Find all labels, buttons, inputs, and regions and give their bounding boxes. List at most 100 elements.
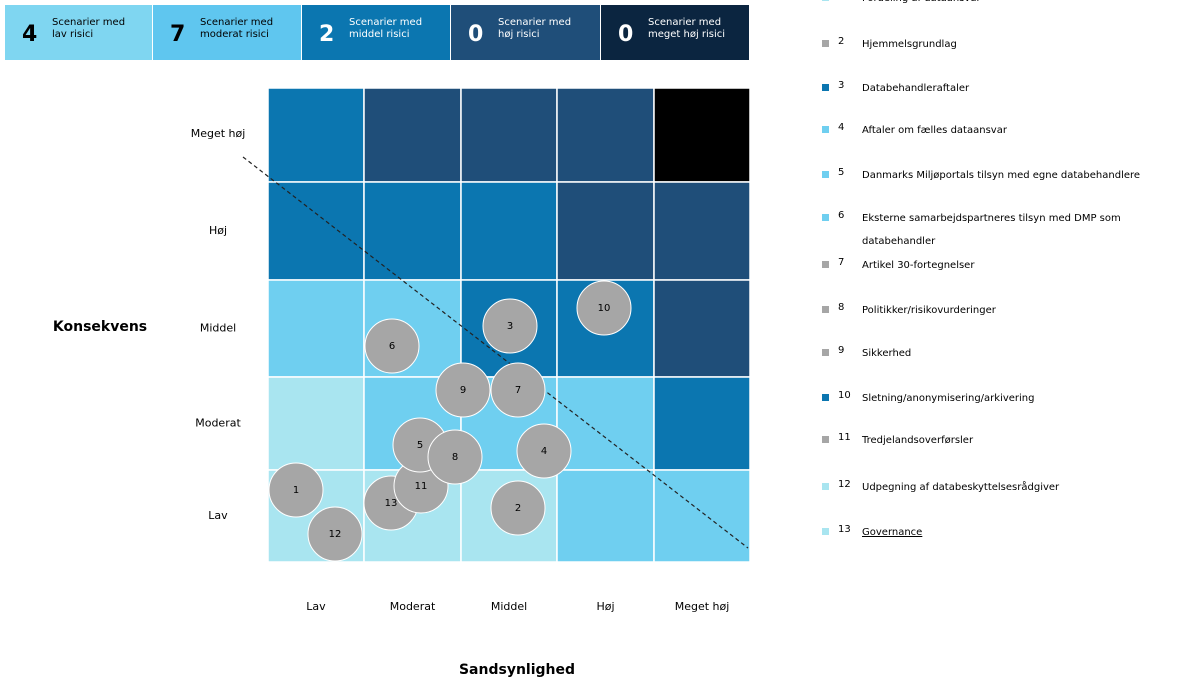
summary-count: 4 (22, 22, 37, 47)
matrix-cell (556, 87, 655, 183)
legend-text: Sletning/anonymisering/arkivering (862, 393, 1035, 404)
summary-box (451, 5, 600, 60)
bubble-label: 1 (293, 485, 299, 496)
matrix-cell (267, 87, 365, 183)
legend-text: Sikkerhed (862, 348, 911, 359)
risk-bubble (268, 462, 324, 518)
risk-bubble (516, 423, 572, 479)
row-label: Høj (209, 224, 227, 237)
legend-swatch (822, 40, 829, 47)
summary-label: Scenarier med (498, 17, 571, 28)
bubble-label: 7 (515, 385, 521, 396)
risk-bubble (576, 280, 632, 336)
row-label: Lav (208, 509, 228, 522)
matrix-cell (460, 181, 558, 281)
matrix-cell (556, 376, 655, 471)
legend-swatch (822, 214, 829, 221)
legend-swatch (822, 483, 829, 490)
legend-number: 9 (838, 345, 844, 356)
summary-label: middel risici (349, 29, 409, 40)
summary-box (302, 5, 450, 60)
legend-swatch (822, 306, 829, 313)
risk-bubble (490, 362, 546, 418)
legend-number: 4 (838, 122, 844, 133)
legend-swatch (822, 436, 829, 443)
legend-text: Databehandleraftaler (862, 83, 970, 94)
legend-swatch (822, 349, 829, 356)
summary-label: høj risici (498, 29, 540, 40)
bubble-label: 13 (385, 498, 398, 509)
summary-label: Scenarier med (200, 17, 273, 28)
legend-swatch (822, 171, 829, 178)
column-label: Moderat (390, 600, 436, 613)
bubble-label: 6 (389, 341, 395, 352)
matrix-cell (653, 181, 751, 281)
bubble-label: 8 (452, 452, 458, 463)
summary-count: 0 (618, 22, 633, 47)
legend-text: Aftaler om fælles dataansvar (862, 125, 1008, 136)
legend-number: 7 (838, 257, 844, 268)
legend-swatch (822, 261, 829, 268)
summary-label: Scenarier med (52, 17, 125, 28)
threshold-line (242, 156, 749, 549)
matrix-cell (460, 87, 558, 183)
matrix-cell (363, 181, 462, 281)
bubble-label: 10 (598, 303, 611, 314)
bubble-label: 3 (507, 321, 513, 332)
column-label: Høj (596, 600, 614, 613)
legend-text: Governance (862, 527, 922, 538)
risk-bubble (435, 362, 491, 418)
legend-number: 3 (838, 80, 844, 91)
matrix-cell (556, 469, 655, 563)
summary-count: 2 (319, 22, 334, 47)
bubble-label: 11 (415, 481, 428, 492)
legend-number: 5 (838, 167, 844, 178)
legend-number: 1 (838, 0, 844, 1)
risk-bubble (482, 298, 538, 354)
column-label: Middel (491, 600, 527, 613)
summary-label: Scenarier med (349, 17, 422, 28)
summary-label: Scenarier med (648, 17, 721, 28)
bubble-label: 9 (460, 385, 466, 396)
summary-box (601, 5, 749, 60)
matrix-cell (653, 469, 751, 563)
x-title: Sandsynlighed (459, 662, 575, 678)
legend-number: 8 (838, 302, 844, 313)
summary-count: 0 (468, 22, 483, 47)
legend-swatch (822, 394, 829, 401)
matrix-cell (653, 376, 751, 471)
legend-number: 10 (838, 390, 851, 401)
matrix-cell (653, 279, 751, 378)
column-label: Meget høj (675, 600, 730, 613)
legend-swatch (822, 84, 829, 91)
legend-text: Fordeling af dataansvar (862, 0, 981, 4)
legend-swatch (822, 0, 829, 1)
risk-bubble (490, 480, 546, 536)
legend-text: Udpegning af databeskyttelsesrådgiver (862, 480, 1060, 493)
legend-number: 13 (838, 524, 851, 535)
bubble-label: 2 (515, 503, 521, 514)
y-title: Konsekvens (53, 319, 147, 335)
matrix-cell (363, 87, 462, 183)
legend-number: 11 (838, 432, 851, 443)
matrix-cell (556, 181, 655, 281)
legend-number: 2 (838, 36, 844, 47)
legend-number: 6 (838, 210, 844, 221)
legend-text: Tredjelandsoverførsler (861, 435, 974, 446)
legend-swatch (822, 126, 829, 133)
bubble-label: 4 (541, 446, 547, 457)
matrix-cell (653, 87, 751, 183)
legend-text: Artikel 30-fortegnelser (862, 260, 975, 271)
summary-box (153, 5, 301, 60)
risk-bubble (364, 318, 420, 374)
row-label: Moderat (195, 417, 241, 430)
risk-bubble (427, 429, 483, 485)
matrix-cell (267, 181, 365, 281)
legend-number: 12 (838, 479, 851, 490)
legend-swatch (822, 528, 829, 535)
row-label: Meget høj (191, 127, 246, 140)
summary-label: moderat risici (200, 29, 269, 40)
legend-text: Hjemmelsgrundlag (862, 39, 957, 50)
risk-bubble (307, 506, 363, 562)
